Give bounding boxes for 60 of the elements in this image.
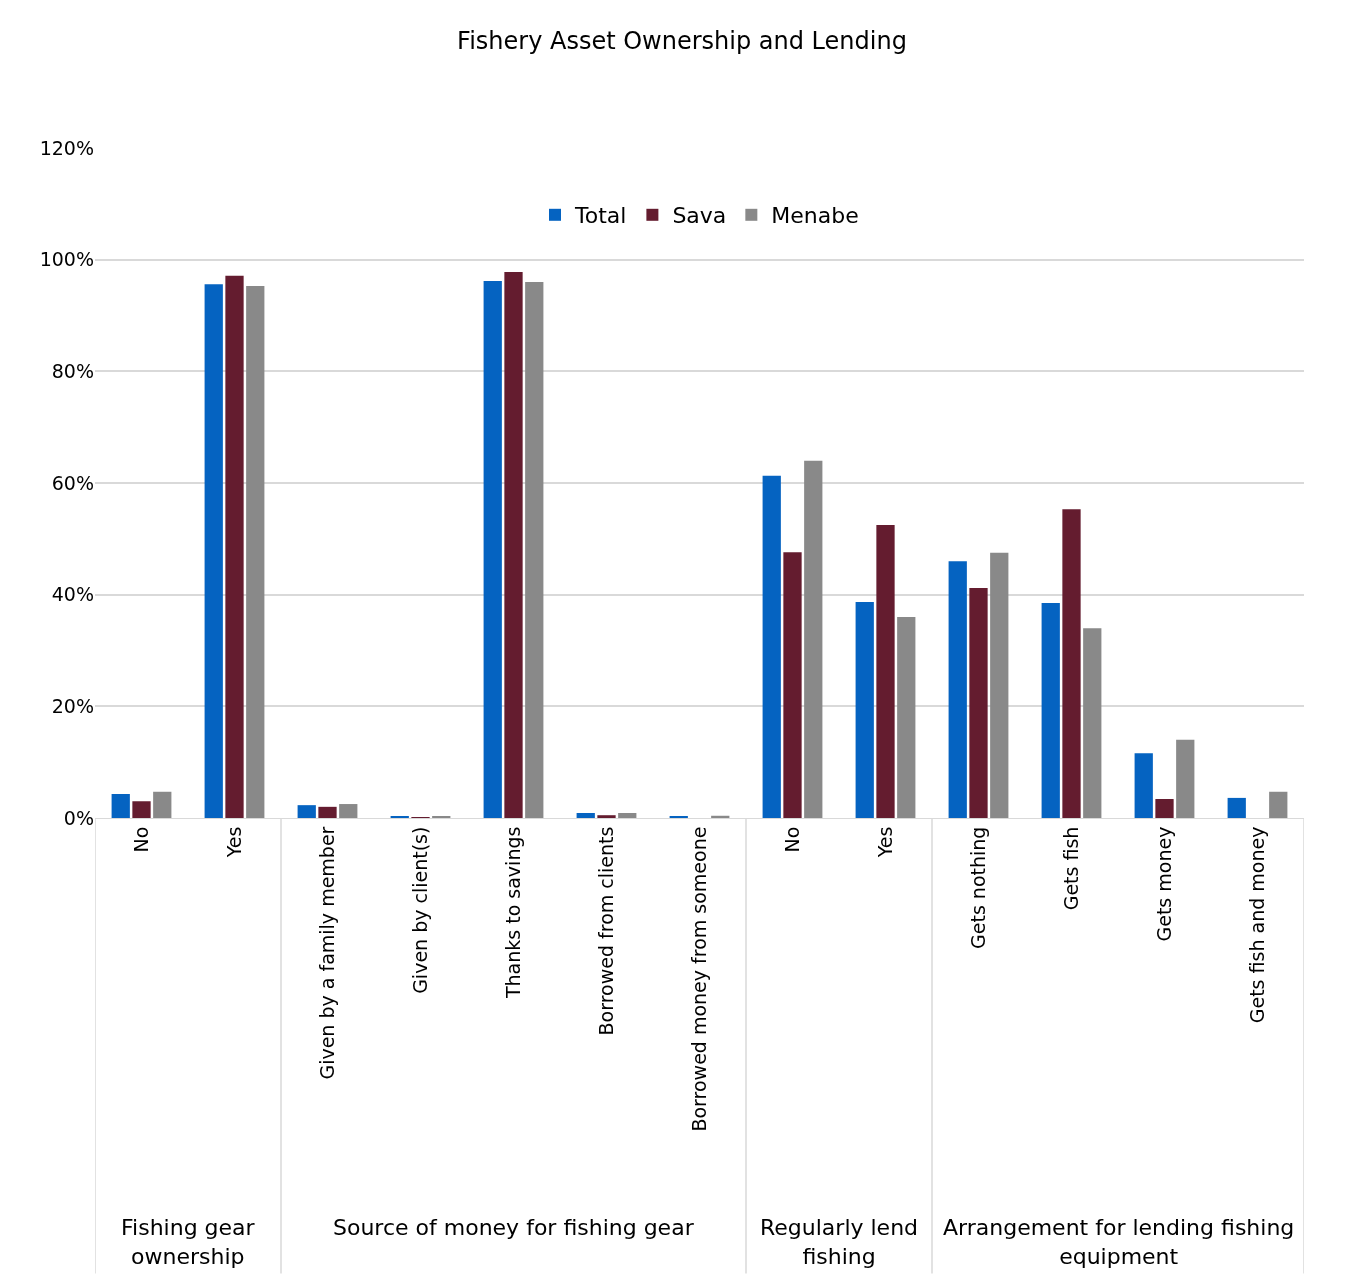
legend-label: Sava (672, 203, 727, 229)
bar (246, 285, 265, 818)
text: Arrangement for lending fishing equipment (943, 1215, 1295, 1269)
x-tick-label: Yes (873, 826, 896, 859)
x-tick-label: Given by a family member (315, 826, 338, 1080)
bar (318, 806, 337, 818)
x-tick-label: Gets fish (1059, 826, 1082, 911)
bar (990, 552, 1009, 818)
x-tick-label: Gets nothing (966, 826, 989, 949)
bar (783, 552, 802, 818)
bar (897, 617, 916, 818)
bar (597, 815, 616, 818)
bar (204, 284, 223, 818)
chart-title: Fishery Asset Ownership and Lending (457, 26, 907, 55)
source-note: Source of money for fishing gear (333, 1215, 695, 1240)
bar (876, 524, 895, 818)
bar (132, 801, 151, 818)
x-tick-label: Gets fish and money (1245, 826, 1268, 1024)
y-tick-label: 80% (51, 359, 94, 382)
bar (969, 587, 988, 818)
bar (1083, 628, 1102, 818)
x-tick-label: Given by client(s) (408, 826, 431, 994)
bar (855, 601, 874, 818)
bar (576, 812, 595, 818)
x-tick-label: Thanks to savings (501, 826, 524, 1000)
bar (111, 793, 130, 818)
bar (504, 271, 523, 818)
bar (1041, 603, 1060, 818)
x-tick-label: Borrowed from clients (594, 826, 617, 1036)
y-tick-label: 120% (39, 136, 94, 159)
y-tick-label: 60% (51, 471, 94, 494)
bar (525, 282, 544, 818)
bar (1155, 799, 1174, 818)
bar (804, 460, 823, 818)
bar (1134, 753, 1153, 818)
y-tick-label: 20% (51, 694, 94, 717)
bar (1176, 739, 1195, 818)
bar (1269, 791, 1288, 818)
bar (762, 475, 781, 818)
bar (1227, 797, 1246, 818)
x-tick-label: Yes (222, 826, 245, 859)
bar (483, 280, 502, 818)
y-tick-label: 0% (63, 806, 94, 829)
x-tick-label: No (129, 826, 152, 853)
x-tick-label: Borrowed money from someone (687, 826, 710, 1132)
text: Fishing gear ownership (121, 1215, 256, 1269)
bar (297, 805, 316, 818)
legend-label: Total (574, 203, 627, 229)
bar (948, 561, 967, 818)
bar (1062, 509, 1081, 818)
y-tick-label: 40% (51, 583, 94, 606)
legend-label: Menabe (771, 203, 859, 229)
bar (153, 791, 172, 818)
text: Regularly lend fishing (760, 1215, 919, 1269)
y-tick-label: 100% (39, 248, 94, 271)
x-tick-label: Gets money (1152, 826, 1175, 942)
bar (618, 812, 637, 818)
bar (339, 804, 358, 818)
bar (225, 275, 244, 818)
x-tick-label: No (780, 826, 803, 853)
